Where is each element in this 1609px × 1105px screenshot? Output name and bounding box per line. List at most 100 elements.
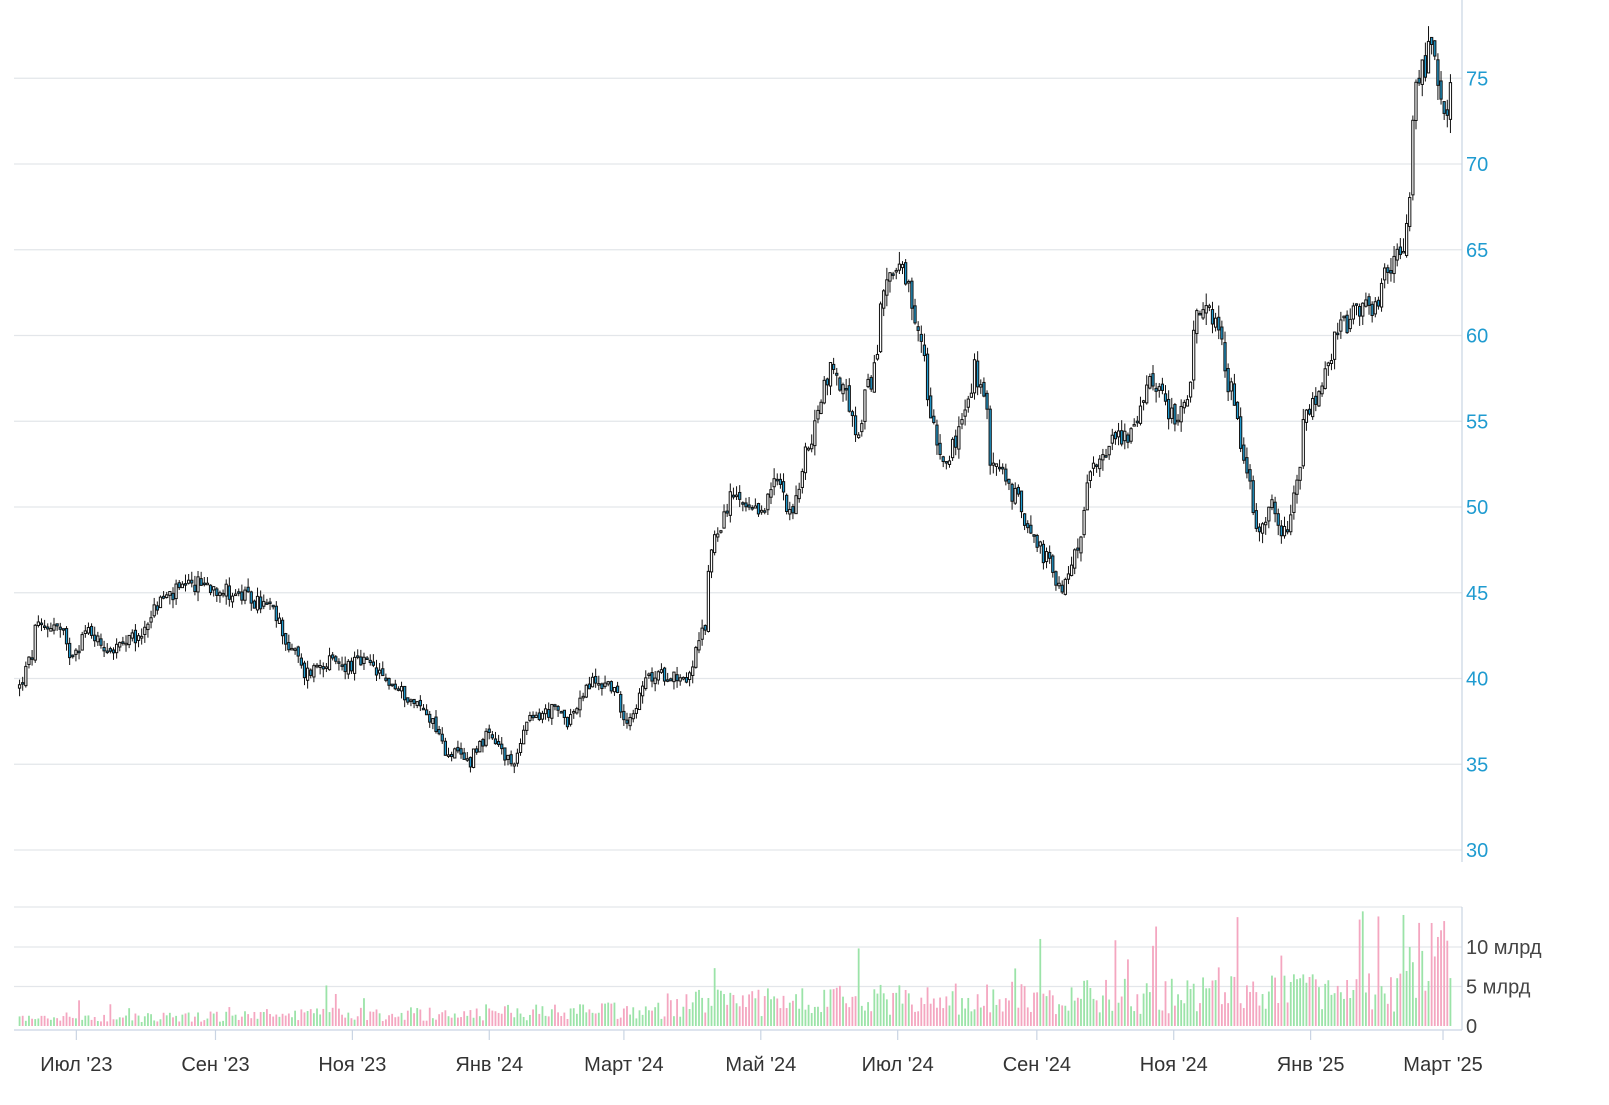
candle-body (1379, 282, 1384, 308)
candle-body (1351, 305, 1356, 320)
candle-body (756, 503, 761, 515)
candle-body (1001, 466, 1005, 470)
volume-bar (168, 1012, 171, 1026)
candle-body (243, 589, 247, 601)
candle-body (274, 605, 278, 622)
volume-bar (1415, 997, 1417, 1026)
candle-body (800, 471, 804, 488)
candle-body (36, 621, 40, 627)
candle-body (904, 262, 908, 285)
candle-body (293, 648, 297, 651)
volume-bar (657, 1002, 660, 1026)
candle-body (1223, 342, 1227, 372)
candle-body (1141, 400, 1146, 403)
volume-bar (597, 1012, 600, 1026)
candle-body (434, 716, 438, 732)
volume-bar (1302, 974, 1305, 1026)
candle-body (133, 629, 138, 644)
volume-bar (516, 1008, 519, 1026)
volume-bar (610, 1003, 613, 1026)
volume-bar (43, 1015, 46, 1026)
candle-body (1317, 391, 1321, 407)
candle-body (1079, 536, 1083, 554)
candle-body (869, 376, 873, 390)
candle-body (919, 333, 923, 342)
volume-bar (49, 1019, 52, 1026)
candle-body (603, 682, 607, 687)
volume-bar (309, 1009, 312, 1026)
volume-bar (1058, 1004, 1060, 1026)
candle-body (431, 718, 435, 724)
volume-bar (397, 1016, 400, 1026)
candle-body (788, 508, 792, 515)
volume-bar (1136, 994, 1139, 1026)
candle-body (61, 628, 66, 631)
date-tick-label: Ноя '24 (1140, 1054, 1208, 1076)
volume-bar (860, 1005, 863, 1026)
candle-body (594, 675, 598, 684)
candle-body (850, 411, 855, 417)
volume-bar (1208, 988, 1211, 1026)
volume-bar (300, 1009, 303, 1026)
candle-body (910, 280, 914, 309)
volume-bar (1174, 1005, 1176, 1026)
candle-body (381, 668, 385, 677)
candle-body (531, 714, 535, 719)
candle-body (1320, 385, 1324, 395)
candle-body (731, 494, 736, 498)
volume-bar (779, 1008, 782, 1026)
volume-bar (1411, 962, 1414, 1026)
volume-axis-labels: 0 5 млрд 10 млрд (1466, 937, 1542, 1038)
volume-bar (619, 1017, 622, 1026)
volume-bar (1440, 930, 1442, 1026)
candle-body (650, 672, 654, 682)
candle-body (1113, 432, 1118, 440)
candle-body (1276, 513, 1280, 526)
volume-bar (914, 1011, 916, 1026)
volume-bar (932, 998, 935, 1026)
volume-bar (200, 1021, 203, 1026)
volume-bar (1117, 1002, 1120, 1026)
volume-bars (18, 911, 1452, 1026)
volume-bar (441, 1012, 444, 1026)
volume-bar (115, 1019, 118, 1026)
volume-bar (1399, 973, 1402, 1026)
volume-bar (212, 1013, 215, 1026)
volume-bar (716, 989, 719, 1026)
candle-body (1314, 395, 1318, 405)
candle-body (89, 625, 94, 636)
volume-bar (278, 1016, 281, 1026)
candle-body (1179, 405, 1183, 423)
volume-bar (682, 1006, 685, 1026)
volume-bar (1430, 922, 1433, 1026)
candle-body (1185, 399, 1190, 407)
candle-body (641, 685, 645, 697)
volume-bar (112, 1019, 115, 1026)
candle-body (1013, 487, 1017, 504)
candle-body (1264, 521, 1268, 526)
candle-body (1082, 509, 1086, 536)
candle-body (835, 372, 839, 376)
candle-body (240, 591, 244, 601)
volume-bar (1039, 938, 1042, 1026)
price-tick-label: 65 (1466, 240, 1488, 262)
volume-bar (319, 1014, 322, 1026)
volume-bar (118, 1017, 121, 1026)
candle-body (121, 641, 125, 644)
volume-bar (1036, 992, 1039, 1026)
volume-bar (926, 987, 929, 1026)
volume-bar (1330, 994, 1333, 1026)
candle-body (838, 377, 842, 391)
volume-bar (253, 1011, 256, 1026)
candle-body (1167, 398, 1171, 420)
volume-bar (1186, 980, 1189, 1026)
date-tick-label: Сен '23 (181, 1054, 249, 1076)
candle-body (1029, 524, 1033, 534)
volume-bar (754, 998, 757, 1026)
candle-body (1154, 387, 1158, 392)
volume-tick-label: 5 млрд (1466, 977, 1531, 999)
volume-bar (983, 1005, 985, 1026)
volume-bar (460, 1017, 462, 1026)
candle-body (694, 647, 698, 668)
candle-body (659, 669, 664, 673)
